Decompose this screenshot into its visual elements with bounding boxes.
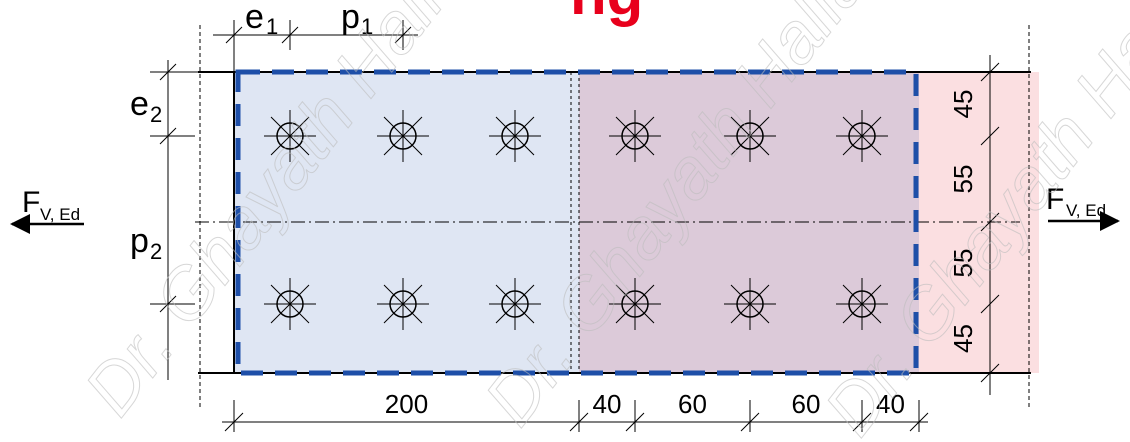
title-fragment: ng — [570, 0, 643, 27]
top-dim-tick-1 — [225, 26, 243, 44]
bolt-icon — [724, 278, 776, 330]
right-dim-label: 55 — [948, 249, 978, 278]
p2-subscript: 2 — [150, 239, 162, 264]
bolt-diag-b — [730, 284, 770, 324]
right-dim-labels: 45 55 55 45 — [948, 90, 978, 353]
right-dim-ticks — [980, 62, 1000, 383]
p2-label: p — [130, 222, 149, 260]
bolt-icon — [489, 278, 541, 330]
bolt-icon — [264, 110, 316, 162]
bottom-dim-label: 40 — [593, 389, 622, 419]
left-force-label: F — [22, 186, 40, 219]
bottom-dim-label: 60 — [792, 389, 821, 419]
left-dim-tick-1 — [159, 63, 177, 81]
bolt-group — [264, 110, 888, 330]
bolt-diag-b — [270, 116, 310, 156]
bolt-icon — [836, 110, 888, 162]
bolt-icon — [724, 110, 776, 162]
bottom-dim-label: 60 — [678, 389, 707, 419]
bolt-diag-b — [495, 284, 535, 324]
right-force-subscript: V, Ed — [1066, 201, 1106, 220]
right-dim-label: 45 — [948, 324, 978, 353]
right-dim-label: 45 — [948, 90, 978, 119]
right-dim-tick — [980, 212, 1000, 232]
bottom-dim-ticks — [224, 400, 929, 432]
right-dim-tick — [980, 126, 1000, 146]
bolt-icon — [377, 278, 429, 330]
bolt-icon — [264, 278, 316, 330]
p1-label: p — [341, 0, 360, 36]
top-dim-tick-3 — [394, 26, 412, 44]
right-dim-tick — [980, 363, 1000, 383]
p1-subscript: 1 — [361, 14, 373, 39]
bolt-diag-b — [270, 284, 310, 324]
e1-label: e — [245, 0, 264, 36]
block-shear-outline — [235, 69, 919, 376]
bottom-dim-label: 200 — [385, 389, 428, 419]
bolt-diag-b — [495, 116, 535, 156]
bolt-diag-b — [730, 116, 770, 156]
bolt-icon — [836, 278, 888, 330]
bolt-diag-b — [615, 116, 655, 156]
e1-subscript: 1 — [266, 14, 278, 39]
left-dim-tick-3 — [159, 295, 177, 313]
bolt-diag-b — [383, 284, 423, 324]
bolt-diag-b — [615, 284, 655, 324]
bolt-diag-b — [842, 116, 882, 156]
e2-label: e — [130, 85, 149, 123]
bolt-diag-b — [383, 116, 423, 156]
top-dim-tick-2 — [281, 26, 299, 44]
right-dim-label: 55 — [948, 165, 978, 194]
bolt-diag-b — [842, 284, 882, 324]
left-force-subscript: V, Ed — [40, 205, 80, 224]
bolt-icon — [377, 110, 429, 162]
bottom-dim-labels: 200 40 60 60 40 — [385, 389, 905, 419]
bolt-icon — [609, 278, 661, 330]
bolt-icon — [489, 110, 541, 162]
bolt-icon — [609, 110, 661, 162]
e2-subscript: 2 — [150, 102, 162, 127]
right-force-label: F — [1046, 183, 1064, 216]
right-dim-tick — [980, 62, 1000, 82]
right-dim-tick — [980, 294, 1000, 314]
left-dim-tick-2 — [159, 127, 177, 145]
bottom-dim-label: 40 — [876, 389, 905, 419]
